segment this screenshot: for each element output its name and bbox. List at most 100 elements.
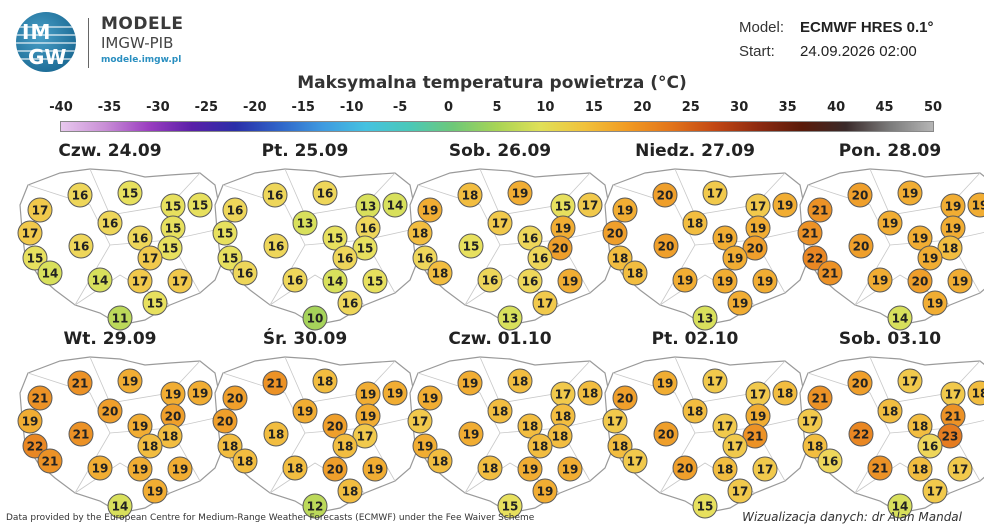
temperature-bubble: 13 — [498, 306, 523, 331]
temperature-bubble: 16 — [528, 246, 553, 271]
colorbar — [60, 121, 934, 132]
temperature-bubble: 19 — [18, 409, 43, 434]
day-label: Pt. 02.10 — [652, 329, 739, 349]
day-label: Sob. 03.10 — [839, 329, 941, 349]
temperature-bubble: 19 — [383, 381, 408, 406]
colorbar-tick-label: -20 — [243, 100, 267, 115]
brand-url: modele.imgw.pl — [101, 55, 181, 65]
temperature-bubble: 17 — [603, 409, 628, 434]
temperature-bubble: 19 — [868, 268, 893, 293]
temperature-bubble: 20 — [848, 371, 873, 396]
temperature-bubble: 17 — [703, 181, 728, 206]
imgw-logo: IM GW — [16, 12, 76, 72]
data-credit: Data provided by the European Centre for… — [6, 513, 534, 523]
temperature-bubble: 17 — [578, 193, 603, 218]
temperature-bubble: 16 — [98, 211, 123, 236]
temperature-bubble: 21 — [38, 449, 63, 474]
temperature-bubble: 16 — [518, 269, 543, 294]
model-value: ECMWF HRES 0.1° — [800, 19, 934, 36]
temperature-bubble: 18 — [488, 399, 513, 424]
temperature-bubble: 16 — [233, 261, 258, 286]
temperature-bubble: 18 — [338, 479, 363, 504]
temperature-bubble: 18 — [773, 381, 798, 406]
temperature-bubble: 16 — [283, 268, 308, 293]
temperature-bubble: 17 — [923, 479, 948, 504]
temperature-bubble: 15 — [188, 193, 213, 218]
temperature-bubble: 21 — [28, 386, 53, 411]
colorbar-tick-label: -40 — [49, 100, 73, 115]
temperature-bubble: 15 — [459, 234, 484, 259]
logo-text-bottom: GW — [28, 45, 66, 69]
temperature-bubble: 20 — [213, 409, 238, 434]
temperature-bubble: 14 — [323, 269, 348, 294]
temperature-bubble: 18 — [623, 261, 648, 286]
temperature-bubble: 20 — [654, 422, 679, 447]
temperature-bubble: 19 — [128, 457, 153, 482]
temperature-bubble: 16 — [338, 291, 363, 316]
temperature-bubble: 19 — [948, 269, 973, 294]
temperature-bubble: 17 — [898, 369, 923, 394]
temperature-bubble: 19 — [459, 422, 484, 447]
temperature-bubble: 15 — [693, 494, 718, 519]
temperature-bubble: 21 — [69, 422, 94, 447]
temperature-bubble: 17 — [18, 221, 43, 246]
visualization-credit: Wizualizacja danych: dr Alan Mandal — [742, 510, 962, 524]
temperature-bubble: 21 — [68, 371, 93, 396]
temperature-bubble: 18 — [878, 399, 903, 424]
temperature-bubble: 17 — [168, 269, 193, 294]
temperature-bubble: 16 — [918, 434, 943, 459]
colorbar-tick-label: 25 — [682, 100, 700, 115]
temperature-bubble: 22 — [849, 422, 874, 447]
temperature-bubble: 18 — [458, 183, 483, 208]
temperature-bubble: 19 — [168, 457, 193, 482]
temperature-bubble: 18 — [528, 434, 553, 459]
temperature-bubble: 19 — [653, 371, 678, 396]
day-label: Sob. 26.09 — [449, 141, 551, 161]
temperature-bubble: 16 — [68, 183, 93, 208]
colorbar-tick-label: -5 — [393, 100, 407, 115]
colorbar-tick-label: -10 — [340, 100, 364, 115]
temperature-bubble: 19 — [363, 457, 388, 482]
temperature-bubble: 19 — [613, 198, 638, 223]
temperature-bubble: 18 — [508, 369, 533, 394]
temperature-bubble: 16 — [333, 246, 358, 271]
brand-title: MODELE — [101, 14, 184, 34]
temperature-bubble: 16 — [263, 183, 288, 208]
temperature-bubble: 19 — [533, 479, 558, 504]
temperature-bubble: 17 — [753, 457, 778, 482]
temperature-bubble: 18 — [138, 434, 163, 459]
temperature-bubble: 18 — [313, 369, 338, 394]
temperature-bubble: 17 — [533, 291, 558, 316]
brand-subtitle: IMGW-PIB — [101, 34, 173, 52]
colorbar-tick-label: 50 — [924, 100, 942, 115]
colorbar-tick-label: 10 — [536, 100, 554, 115]
colorbar-tick-label: 35 — [779, 100, 797, 115]
temperature-bubble: 19 — [418, 198, 443, 223]
temperature-bubble: 16 — [313, 181, 338, 206]
temperature-bubble: 16 — [69, 234, 94, 259]
model-label: Model: — [739, 19, 784, 36]
temperature-bubble: 20 — [613, 386, 638, 411]
day-label: Pon. 28.09 — [839, 141, 941, 161]
temperature-bubble: 18 — [908, 457, 933, 482]
temperature-bubble: 20 — [603, 221, 628, 246]
start-label: Start: — [739, 43, 775, 60]
temperature-bubble: 19 — [418, 386, 443, 411]
temperature-bubble: 19 — [673, 268, 698, 293]
temperature-bubble: 20 — [673, 456, 698, 481]
day-label: Czw. 24.09 — [58, 141, 161, 161]
temperature-bubble: 20 — [323, 457, 348, 482]
temperature-bubble: 16 — [264, 234, 289, 259]
colorbar-tick-label: 30 — [730, 100, 748, 115]
temperature-bubble: 17 — [703, 369, 728, 394]
colorbar-tick-label: 40 — [827, 100, 845, 115]
temperature-bubble: 20 — [223, 386, 248, 411]
temperature-bubble: 20 — [908, 269, 933, 294]
colorbar-tick-label: 15 — [585, 100, 603, 115]
temperature-bubble: 21 — [798, 221, 823, 246]
temperature-bubble: 17 — [798, 409, 823, 434]
temperature-bubble: 20 — [848, 183, 873, 208]
temperature-bubble: 19 — [753, 269, 778, 294]
temperature-bubble: 14 — [38, 261, 63, 286]
day-label: Czw. 01.10 — [448, 329, 551, 349]
